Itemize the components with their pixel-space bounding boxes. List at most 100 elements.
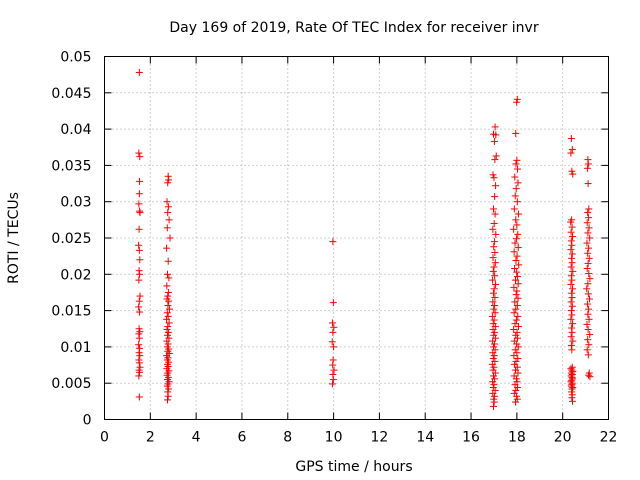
data-point <box>136 209 144 217</box>
x-axis-label: GPS time / hours <box>295 459 412 475</box>
data-point <box>568 311 576 319</box>
data-point <box>585 270 593 278</box>
data-point <box>164 323 172 331</box>
y-tick-label: 0 <box>83 413 92 429</box>
data-point <box>584 280 592 288</box>
x-tick-label: 22 <box>600 430 618 446</box>
data-point <box>135 297 143 305</box>
data-point <box>492 334 500 342</box>
data-point <box>513 252 521 260</box>
data-point <box>584 290 592 298</box>
data-point <box>584 229 592 237</box>
data-point <box>329 299 337 307</box>
data-point <box>512 305 520 313</box>
data-point <box>328 338 336 346</box>
data-point <box>512 216 520 224</box>
data-point <box>489 372 497 380</box>
data-point <box>585 224 593 232</box>
data-point <box>164 292 172 300</box>
data-point <box>511 398 519 406</box>
data-point <box>511 239 519 247</box>
data-point <box>491 328 499 336</box>
data-point <box>567 135 575 143</box>
y-tick-label: 0.005 <box>51 376 91 392</box>
data-point <box>569 397 577 405</box>
data-point <box>568 259 576 267</box>
x-tick-label: 2 <box>146 430 155 446</box>
data-point <box>164 288 172 296</box>
data-point <box>511 276 519 284</box>
data-point <box>136 153 144 161</box>
y-tick-label: 0.015 <box>51 304 91 320</box>
data-point <box>512 160 520 168</box>
data-point <box>490 174 498 182</box>
data-point <box>135 334 143 342</box>
data-point <box>329 376 337 384</box>
data-point <box>165 176 173 184</box>
data-point <box>489 337 497 345</box>
data-point <box>511 298 519 306</box>
data-point <box>491 193 499 201</box>
data-point <box>585 371 593 379</box>
data-point <box>510 205 518 213</box>
data-point <box>488 312 496 320</box>
x-tick-labels: 0 2 4 6 8 10 12 14 16 18 20 22 <box>100 430 617 446</box>
data-point <box>569 267 577 275</box>
data-point <box>491 369 499 377</box>
grid <box>104 56 609 420</box>
data-point <box>510 309 518 317</box>
data-point <box>489 225 497 233</box>
data-point <box>514 355 522 363</box>
data-point <box>489 289 497 297</box>
data-point <box>514 179 522 187</box>
data-point <box>490 331 498 339</box>
data-point <box>569 170 577 178</box>
data-point <box>569 320 577 328</box>
data-point <box>164 257 172 265</box>
data-point <box>490 381 498 389</box>
data-point <box>514 312 522 320</box>
data-point <box>489 389 497 397</box>
data-point <box>514 294 522 302</box>
data-point <box>513 363 521 371</box>
data-point <box>490 243 498 251</box>
data-point <box>569 384 577 392</box>
x-tick-label: 20 <box>554 430 572 446</box>
data-point <box>510 248 518 256</box>
data-point <box>492 280 500 288</box>
y-tick-label: 0.05 <box>60 50 91 66</box>
data-point <box>490 238 498 246</box>
data-point <box>568 223 576 231</box>
data-point <box>164 396 171 404</box>
data-point <box>568 167 576 175</box>
data-point <box>135 372 143 380</box>
data-point <box>163 309 171 317</box>
data-point <box>583 346 591 354</box>
data-point <box>513 392 521 400</box>
y-tick-label: 0.02 <box>60 267 91 283</box>
data-point <box>584 336 592 344</box>
data-point <box>135 246 143 254</box>
data-point <box>585 305 593 313</box>
y-tick-label: 0.04 <box>60 122 91 138</box>
data-point <box>585 244 593 252</box>
data-point <box>585 295 593 303</box>
y-tick-labels: 0 0.005 0.01 0.015 0.02 0.025 0.03 0.035 0.04 0.0… <box>51 50 91 429</box>
data-point <box>489 205 497 213</box>
data-point <box>512 375 520 383</box>
data-point <box>164 331 171 339</box>
data-point <box>569 337 577 345</box>
data-point <box>492 230 500 238</box>
x-tick-label: 6 <box>237 430 246 446</box>
data-point <box>490 316 498 324</box>
data-point <box>489 267 497 275</box>
data-point <box>585 315 593 323</box>
data-point <box>491 156 499 164</box>
data-point <box>490 340 498 348</box>
data-point <box>329 238 337 246</box>
data-point <box>329 361 337 369</box>
data-point <box>489 355 497 363</box>
data-point <box>136 352 144 360</box>
data-point <box>586 275 594 283</box>
